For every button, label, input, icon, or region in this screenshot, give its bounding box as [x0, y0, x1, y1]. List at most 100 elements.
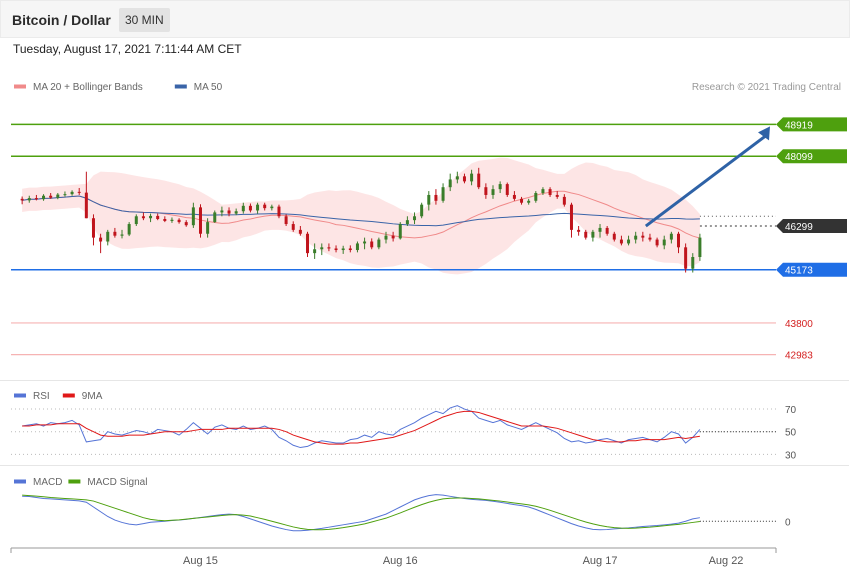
candle-body	[99, 237, 103, 242]
macd-legend-label-1: MACD Signal	[87, 477, 147, 488]
candle	[298, 225, 302, 236]
price-level-label-2: 46299	[785, 222, 813, 233]
candle	[405, 216, 409, 226]
candle-body	[591, 231, 595, 238]
candle	[627, 235, 631, 246]
price-level-label-5: 42983	[785, 351, 813, 362]
candle-body	[363, 241, 367, 244]
candle	[427, 191, 431, 211]
candle-body	[505, 184, 509, 195]
candle-body	[434, 194, 438, 201]
candle-body	[42, 195, 46, 200]
candle-body	[641, 235, 645, 238]
candle-body	[413, 216, 417, 221]
candle-body	[106, 231, 110, 242]
candle	[256, 202, 260, 214]
candle	[534, 191, 538, 203]
candle	[527, 198, 531, 205]
legend-swatch-0	[14, 84, 26, 89]
candle-body	[627, 239, 631, 244]
candle-body	[156, 215, 160, 220]
candle-body	[441, 187, 445, 201]
candle-body	[49, 195, 53, 198]
candle	[555, 191, 559, 199]
candle-body	[298, 229, 302, 234]
candle	[612, 231, 616, 242]
candle	[134, 214, 138, 226]
candle	[669, 231, 673, 244]
candle-body	[70, 191, 74, 195]
rsi-level-label-0: 70	[785, 405, 797, 416]
candle-body	[313, 249, 317, 254]
rsi-legend-label-1: 9MA	[82, 391, 103, 402]
candle	[334, 245, 338, 253]
candle-body	[484, 187, 488, 195]
candle-body	[698, 237, 702, 258]
candle	[277, 204, 281, 219]
candle-body	[384, 235, 388, 240]
candle	[676, 231, 680, 254]
candle	[234, 208, 238, 216]
candle-body	[391, 235, 395, 239]
rsi-legend-swatch-0	[14, 393, 26, 398]
timestamp: Tuesday, August 17, 2021 7:11:44 AM CET	[13, 42, 242, 56]
candle	[420, 202, 424, 219]
candle-body	[477, 173, 481, 188]
candle-body	[20, 198, 24, 201]
candle-body	[227, 210, 231, 214]
price-level-label-1: 48099	[785, 152, 813, 163]
price-level-label-3: 45173	[785, 266, 813, 277]
legend-swatch-1	[174, 84, 187, 89]
candle-body	[520, 198, 524, 203]
candle	[27, 195, 31, 203]
macd-series-1	[22, 494, 700, 531]
candle-body	[598, 227, 602, 232]
candle	[149, 213, 153, 223]
candle	[448, 173, 452, 192]
rsi-series-1	[22, 410, 700, 445]
legend-label-1: MA 50	[194, 82, 223, 93]
legend-label-0: MA 20 + Bollinger Bands	[33, 82, 143, 93]
candle	[248, 203, 252, 213]
timeframe-badge[interactable]: 30 MIN	[119, 8, 170, 32]
candle	[227, 207, 231, 217]
candle	[569, 202, 573, 238]
candle-body	[655, 239, 659, 246]
candle-body	[56, 194, 60, 198]
candle	[398, 222, 402, 240]
rsi-legend-label-0: RSI	[33, 391, 50, 402]
candle	[562, 194, 566, 207]
candle-body	[370, 241, 374, 248]
candle-body	[127, 224, 131, 235]
price-level-tag-2	[776, 219, 847, 234]
candle	[291, 221, 295, 232]
candle-body	[184, 222, 188, 226]
candle	[34, 194, 38, 201]
candle	[313, 243, 317, 259]
chart-credit: Research © 2021 Trading Central	[692, 82, 841, 93]
rsi-level-label-2: 30	[785, 450, 797, 461]
candle-body	[619, 239, 623, 244]
candle-body	[291, 224, 295, 230]
candle-body	[420, 204, 424, 217]
candle	[498, 181, 502, 194]
candle	[206, 218, 210, 238]
candle-body	[191, 207, 195, 226]
price-level-tag-0	[776, 117, 847, 132]
candle	[548, 187, 552, 197]
candle-body	[341, 248, 345, 251]
candle-body	[584, 231, 588, 238]
candle-body	[634, 235, 638, 240]
candle	[241, 202, 245, 214]
candle	[56, 193, 60, 200]
candle-body	[234, 211, 238, 214]
candle-body	[491, 189, 495, 195]
candle-body	[270, 206, 274, 209]
candle	[106, 229, 110, 246]
bollinger-bands	[22, 157, 700, 275]
candle-body	[577, 229, 581, 232]
candle	[141, 212, 145, 221]
forecast-arrow-shaft	[644, 135, 766, 228]
candle-body	[91, 218, 95, 238]
